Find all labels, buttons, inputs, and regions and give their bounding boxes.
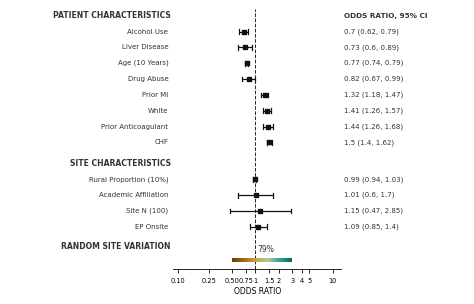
Text: ODDS RATIO, 95% CI: ODDS RATIO, 95% CI	[344, 13, 427, 19]
Text: RANDOM SITE VARIATION: RANDOM SITE VARIATION	[61, 242, 171, 251]
Text: 1.41 (1.26, 1.57): 1.41 (1.26, 1.57)	[344, 107, 403, 114]
Text: 1.15 (0.47, 2.85): 1.15 (0.47, 2.85)	[344, 208, 402, 214]
Text: EP Onsite: EP Onsite	[135, 224, 168, 230]
Text: 1.44 (1.26, 1.68): 1.44 (1.26, 1.68)	[344, 123, 403, 130]
Text: Site N (100): Site N (100)	[126, 208, 168, 214]
Text: 0.99 (0.94, 1.03): 0.99 (0.94, 1.03)	[344, 176, 403, 183]
X-axis label: ODDS RATIO: ODDS RATIO	[234, 287, 281, 296]
Text: CHF: CHF	[154, 139, 168, 145]
Text: White: White	[148, 108, 168, 114]
Text: PATIENT CHARACTERISTICS: PATIENT CHARACTERISTICS	[53, 11, 171, 20]
Text: 1.5 (1.4, 1.62): 1.5 (1.4, 1.62)	[344, 139, 394, 146]
Text: 1.09 (0.85, 1.4): 1.09 (0.85, 1.4)	[344, 223, 399, 230]
Text: Prior Anticoagulant: Prior Anticoagulant	[101, 123, 168, 130]
Text: SITE CHARACTERISTICS: SITE CHARACTERISTICS	[70, 159, 171, 168]
Text: Liver Disease: Liver Disease	[122, 44, 168, 50]
Text: Alcohol Use: Alcohol Use	[128, 29, 168, 35]
Text: Rural Proportion (10%): Rural Proportion (10%)	[89, 176, 168, 183]
Text: 1.01 (0.6, 1.7): 1.01 (0.6, 1.7)	[344, 192, 394, 199]
Text: 0.73 (0.6, 0.89): 0.73 (0.6, 0.89)	[344, 44, 399, 51]
Text: Prior MI: Prior MI	[142, 92, 168, 98]
Text: 79%: 79%	[257, 245, 274, 254]
Text: Academic Affiliation: Academic Affiliation	[99, 192, 168, 198]
Text: Age (10 Years): Age (10 Years)	[118, 60, 168, 67]
Text: 0.77 (0.74, 0.79): 0.77 (0.74, 0.79)	[344, 60, 403, 67]
Text: Drug Abuse: Drug Abuse	[128, 76, 168, 82]
Text: 1.32 (1.18, 1.47): 1.32 (1.18, 1.47)	[344, 92, 403, 98]
Text: 0.7 (0.62, 0.79): 0.7 (0.62, 0.79)	[344, 28, 399, 35]
Text: 0.82 (0.67, 0.99): 0.82 (0.67, 0.99)	[344, 76, 403, 82]
